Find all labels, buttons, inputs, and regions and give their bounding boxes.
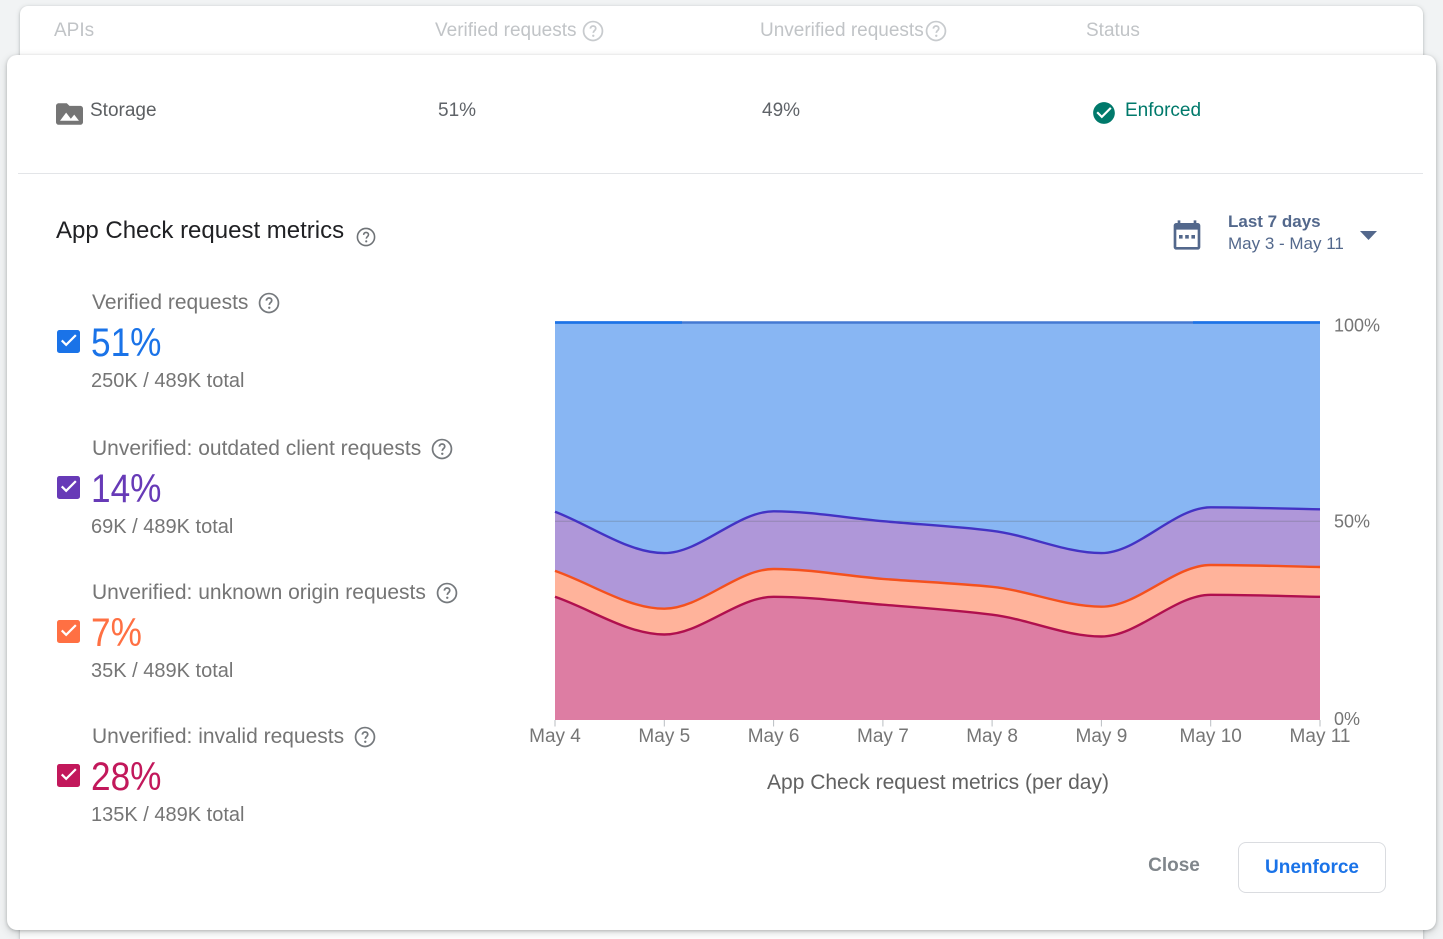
svg-text:May 5: May 5	[638, 726, 690, 747]
svg-text:50%: 50%	[1334, 512, 1370, 532]
svg-text:May 4: May 4	[529, 726, 581, 747]
svg-text:0%: 0%	[1334, 709, 1360, 729]
svg-text:May 9: May 9	[1076, 726, 1128, 747]
svg-text:May 8: May 8	[966, 726, 1018, 747]
svg-text:May 11: May 11	[1290, 726, 1351, 747]
svg-text:May 10: May 10	[1180, 726, 1242, 747]
svg-text:May 6: May 6	[748, 726, 800, 747]
svg-text:100%: 100%	[1334, 316, 1380, 336]
svg-text:May 7: May 7	[857, 726, 909, 747]
